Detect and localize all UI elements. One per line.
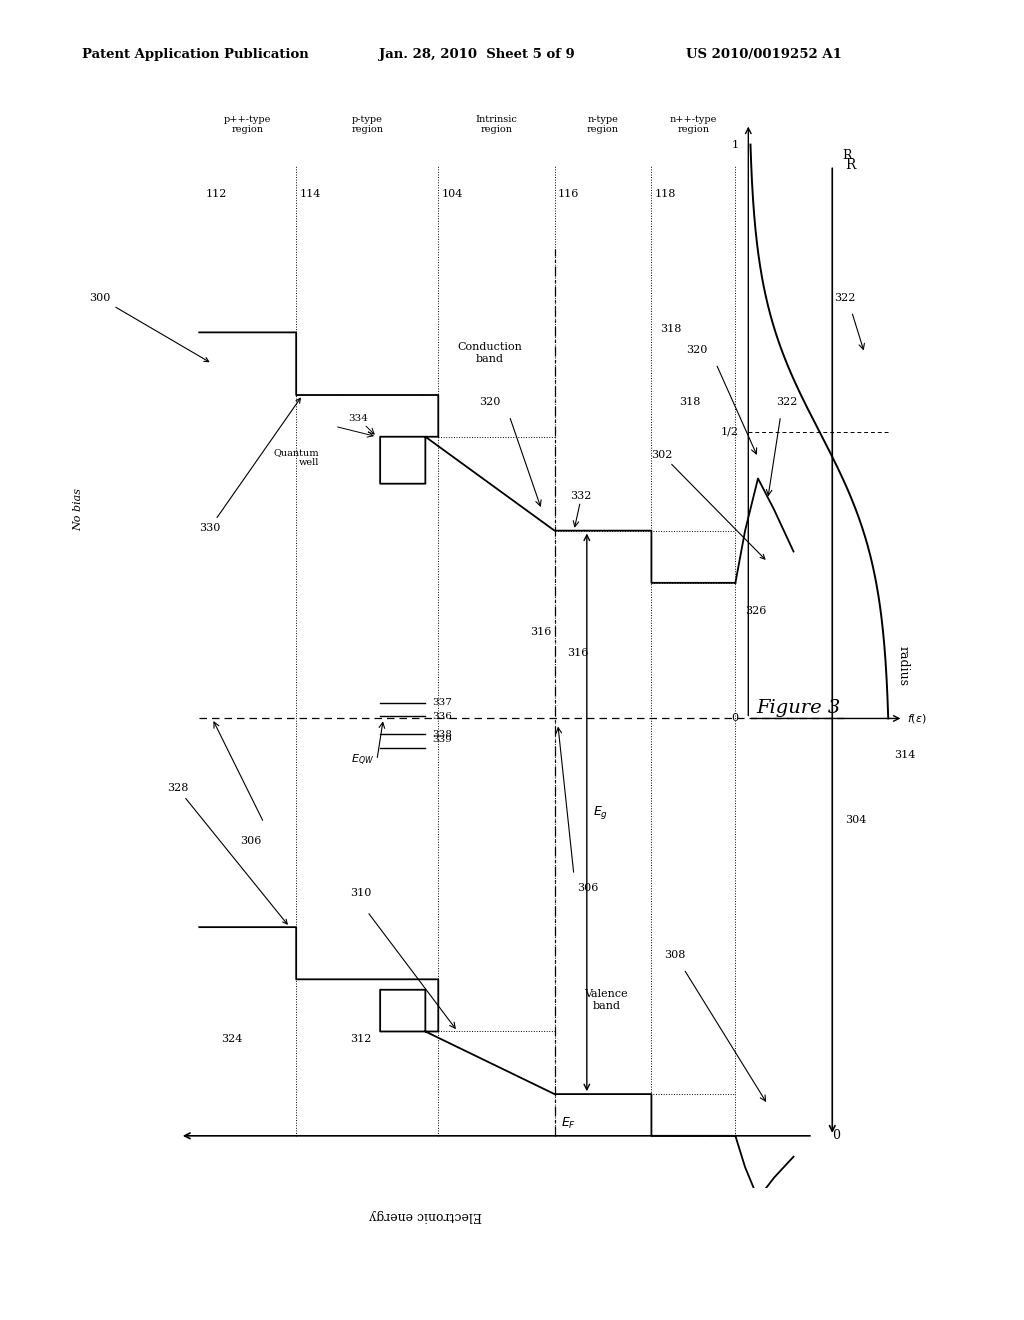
Text: Jan. 28, 2010  Sheet 5 of 9: Jan. 28, 2010 Sheet 5 of 9 [379,48,574,61]
Text: 338: 338 [432,730,452,739]
Text: p++-type
region: p++-type region [224,115,271,135]
Text: 304: 304 [845,814,866,825]
Text: 326: 326 [745,606,766,616]
Text: 114: 114 [299,189,321,199]
Text: 324: 324 [221,1034,243,1044]
Text: 322: 322 [835,293,856,304]
Text: 318: 318 [660,325,682,334]
Text: n-type
region: n-type region [587,115,618,135]
Text: 1: 1 [731,140,738,149]
Text: 316: 316 [530,627,551,638]
Text: 0: 0 [833,1130,841,1142]
Text: 302: 302 [651,450,765,560]
Text: Quantum
well: Quantum well [273,447,318,467]
Text: 310: 310 [350,888,372,898]
Text: Conduction
band: Conduction band [458,342,522,364]
Text: 1/2: 1/2 [721,426,738,437]
Text: 308: 308 [665,950,686,961]
Text: $E_F$: $E_F$ [561,1115,577,1131]
Text: 320: 320 [479,397,501,408]
Text: $E_{QW}$: $E_{QW}$ [350,752,374,768]
Text: 320: 320 [686,346,708,355]
Text: $E_g$: $E_g$ [593,804,608,821]
Text: 330: 330 [200,399,300,533]
Text: 104: 104 [441,189,463,199]
Text: US 2010/0019252 A1: US 2010/0019252 A1 [686,48,842,61]
Text: n++-type
region: n++-type region [670,115,717,135]
Text: 328: 328 [167,784,287,924]
Text: 337: 337 [432,698,452,708]
Text: Electronic energy: Electronic energy [369,1209,482,1222]
Text: Intrinsic
region: Intrinsic region [475,115,517,135]
Text: $f(\varepsilon)$: $f(\varepsilon)$ [906,711,927,725]
Text: 336: 336 [432,711,452,721]
Text: 300: 300 [89,293,209,362]
Text: 314: 314 [894,750,915,760]
Text: radius: radius [897,647,910,686]
Text: R: R [842,149,852,161]
Text: 339: 339 [432,735,452,744]
Text: 0: 0 [731,713,738,723]
Text: 316: 316 [567,648,589,657]
Text: 312: 312 [350,1034,372,1044]
Text: 322: 322 [776,397,798,408]
Text: Valence
band: Valence band [585,990,628,1011]
Text: Patent Application Publication: Patent Application Publication [82,48,308,61]
Text: 118: 118 [654,189,676,199]
Text: 116: 116 [558,189,580,199]
Text: 332: 332 [569,491,591,502]
Text: 334: 334 [348,414,368,424]
Text: p-type
region: p-type region [351,115,383,135]
Text: No bias: No bias [73,488,83,531]
Text: 306: 306 [578,883,598,892]
Text: 306: 306 [241,836,262,846]
Text: R: R [845,158,856,173]
Text: Figure 3: Figure 3 [757,698,841,717]
Text: 112: 112 [206,189,227,199]
Text: 318: 318 [680,397,700,408]
